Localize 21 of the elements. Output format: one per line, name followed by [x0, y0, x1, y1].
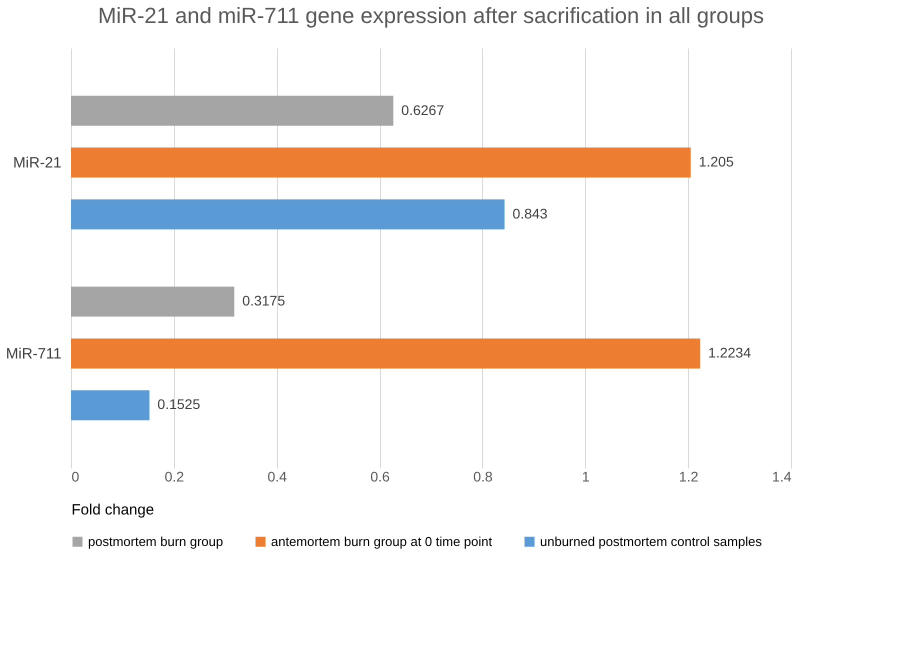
legend-label: antemortem burn group at 0 time point: [271, 534, 493, 549]
x-tick-label: 0: [72, 468, 80, 484]
y-tick-label: MiR-21: [13, 154, 62, 172]
chart-title: MiR-21 and miR-711 gene expression after sacrification in all groups: [98, 3, 764, 28]
legend-label: unburned postmortem control samples: [540, 534, 762, 549]
x-axis-title: Fold change: [72, 502, 154, 518]
x-tick-label: 0.6: [370, 468, 390, 484]
x-tick-label: 0.4: [267, 468, 288, 484]
x-tick-label: 1.4: [772, 468, 792, 484]
legend-label: postmortem burn group: [88, 534, 224, 549]
data-label: 0.6267: [401, 102, 444, 118]
data-label: 0.3175: [242, 292, 286, 309]
data-label: 1.205: [698, 154, 734, 170]
x-tick-label: 1: [582, 468, 590, 484]
x-tick-label: 0.2: [164, 468, 184, 484]
y-tick-label: MiR-711: [6, 345, 62, 362]
x-tick-label: 1.2: [678, 468, 699, 484]
x-tick-label: 0.8: [473, 468, 493, 484]
data-label: 0.843: [512, 205, 548, 222]
data-label: 0.1525: [157, 396, 200, 412]
data-label: 1.2234: [708, 344, 752, 360]
